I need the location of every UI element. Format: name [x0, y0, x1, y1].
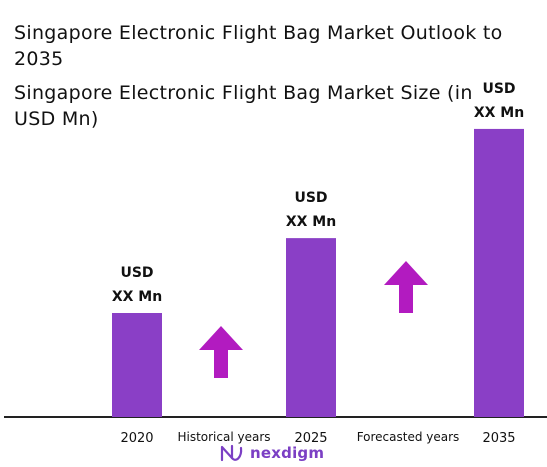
chart-title: Singapore Electronic Flight Bag Market O… — [14, 22, 503, 70]
chart-subtitle: Singapore Electronic Flight Bag Market S… — [14, 82, 473, 130]
bar-label-currency-2035: USD — [482, 81, 515, 97]
x-tick-label-2035: 2035 — [482, 431, 515, 446]
bar-label-currency-2025: USD — [294, 190, 327, 206]
growth-arrow-forecast-icon — [384, 261, 428, 313]
bar-label-currency-2020: USD — [120, 265, 153, 281]
period-label-forecast: Forecasted years — [357, 430, 460, 444]
bar-label-value-2020: XX Mn — [112, 289, 162, 305]
brand-logo: nexdigm — [220, 442, 324, 464]
period-label-historical: Historical years — [177, 430, 270, 444]
nexdigm-logo-icon — [220, 444, 243, 462]
bar-2020 — [112, 313, 162, 417]
growth-arrow-historical-icon — [199, 326, 243, 378]
x-tick-label-2025: 2025 — [294, 431, 327, 446]
bar-label-value-2035: XX Mn — [474, 105, 524, 121]
bar-2035 — [474, 128, 524, 418]
bar-2025 — [286, 238, 336, 417]
x-tick-label-2020: 2020 — [120, 431, 153, 446]
bar-label-value-2025: XX Mn — [286, 214, 336, 230]
brand-name: nexdigm — [250, 444, 325, 462]
